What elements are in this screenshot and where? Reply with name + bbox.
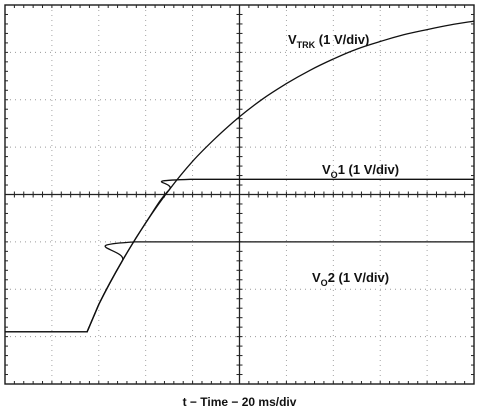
grid-layer (5, 5, 474, 384)
series-label-vo1: VO1 (1 V/div) (322, 162, 399, 180)
label-layer: VTRK (1 V/div) VO1 (1 V/div) VO2 (1 V/di… (288, 32, 399, 288)
series-label-vo2: VO2 (1 V/div) (312, 270, 389, 288)
trace-layer (5, 20, 475, 333)
trace-vo2 (5, 241, 474, 333)
x-axis-label: t − Time − 20 ms/div (183, 395, 297, 409)
series-label-vtrk: VTRK (1 V/div) (288, 32, 369, 50)
